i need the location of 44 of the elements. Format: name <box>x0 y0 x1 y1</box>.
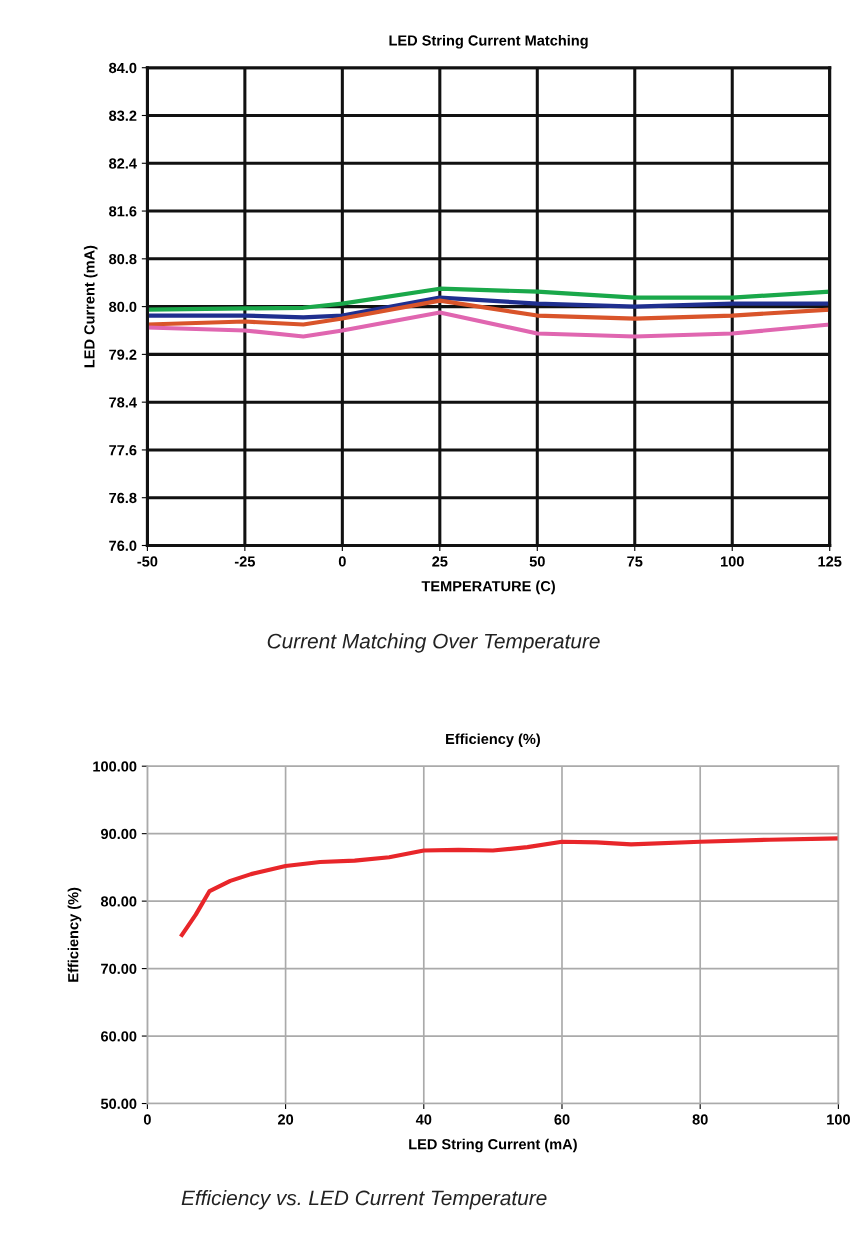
y-tick-label: 80.0 <box>109 301 137 313</box>
x-tick-label: 100 <box>827 1114 850 1125</box>
text: Current Matching Over Temperature <box>267 633 600 653</box>
line-series <box>147 298 830 327</box>
y-tick-label: 76.0 <box>109 540 137 551</box>
y-tick-label: 77.6 <box>109 445 137 456</box>
y-tick-label: 84.0 <box>109 62 137 74</box>
x-tick-label: 100 <box>721 556 744 567</box>
chart-title: Efficiency (%) <box>446 733 540 747</box>
x-tick-label: 25 <box>432 556 448 567</box>
y-tick-label: 50.00 <box>100 1098 137 1109</box>
y-tick-label: 60.00 <box>101 1031 137 1042</box>
x-tick-label: 40 <box>415 1114 432 1125</box>
x-tick-label: 50 <box>529 556 545 567</box>
x-tick-label: 125 <box>818 556 842 567</box>
x-tick-label: -50 <box>137 556 158 567</box>
chart-title: LED String Current Matching <box>389 34 588 49</box>
text: Efficiency vs. LED Current Temperature <box>181 1190 547 1210</box>
line-series <box>147 286 830 312</box>
x-axis-title: LED String Current (mA) <box>409 1138 577 1153</box>
y-tick-label: 80.00 <box>100 896 137 907</box>
x-tick-label: 80 <box>692 1114 708 1125</box>
y-tick-label: 70.00 <box>101 963 137 975</box>
line-series <box>147 295 830 320</box>
y-tick-label: 83.2 <box>109 110 137 121</box>
y-tick-label: 100.00 <box>93 761 137 772</box>
y-tick-label: 81.6 <box>109 206 137 217</box>
y-tick-label: 79.2 <box>109 349 137 360</box>
x-tick-label: 20 <box>277 1114 294 1125</box>
x-tick-label: 60 <box>554 1114 570 1125</box>
y-tick-label: 78.4 <box>109 397 137 408</box>
line-series <box>179 836 839 937</box>
x-tick-label: 0 <box>338 556 346 567</box>
x-tick-label: 75 <box>627 556 643 567</box>
x-tick-label: -25 <box>234 556 255 567</box>
x-tick-label: 0 <box>143 1114 151 1125</box>
y-axis-title: LED Current (mA) <box>83 245 98 368</box>
line-series <box>147 310 830 339</box>
y-tick-label: 76.8 <box>109 492 137 504</box>
x-axis-title: TEMPERATURE (C) <box>421 580 555 595</box>
y-tick-label: 90.00 <box>100 828 137 840</box>
y-tick-label: 82.4 <box>109 158 137 169</box>
y-tick-label: 80.8 <box>109 253 137 265</box>
y-axis-title: Efficiency (%) <box>67 887 82 982</box>
